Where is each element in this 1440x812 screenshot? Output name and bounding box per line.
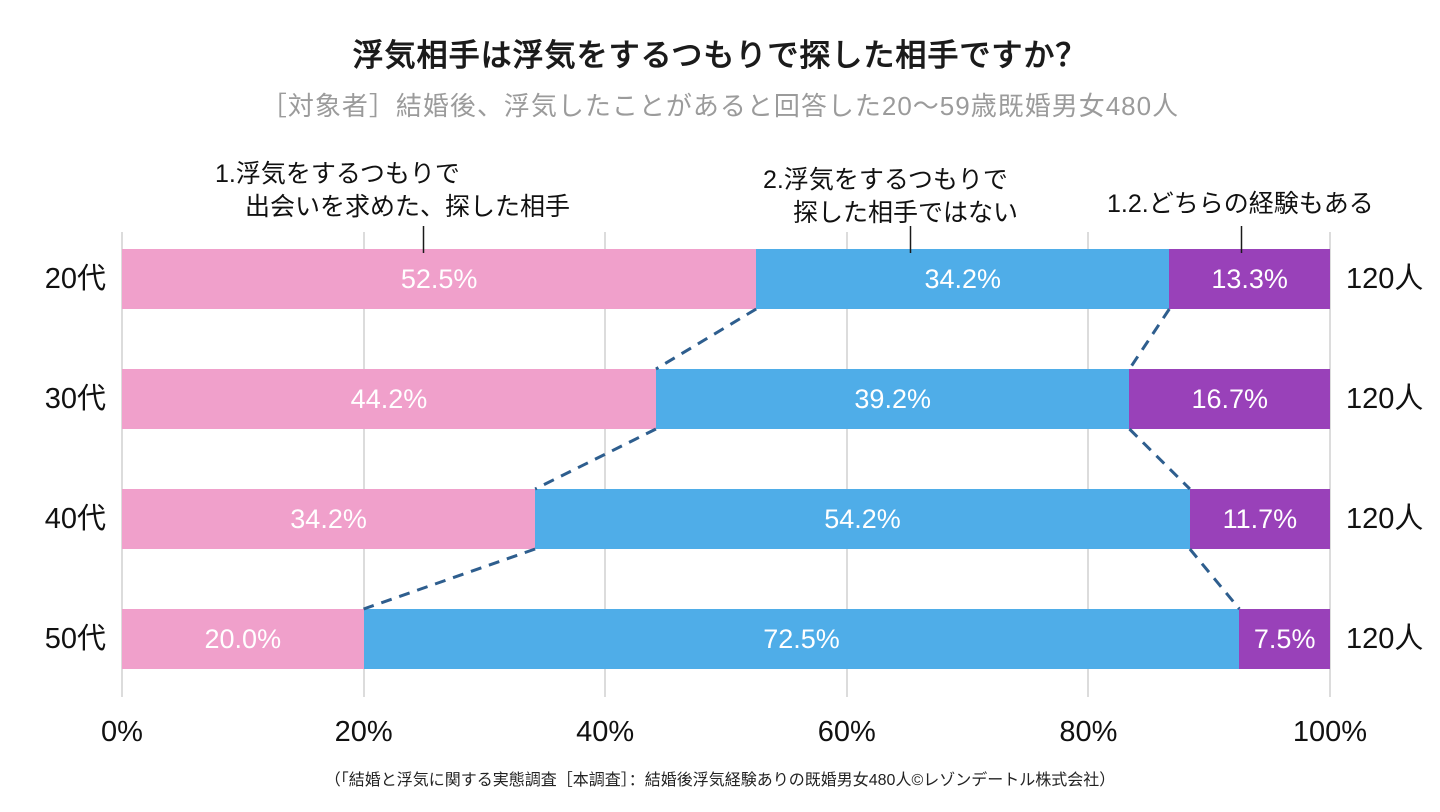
- gridline: [362, 232, 365, 697]
- dashed-connector: [1128, 427, 1191, 491]
- bar-segment: 39.2%: [655, 369, 1130, 429]
- chart-title: 浮気相手は浮気をするつもりで探した相手ですか？: [352, 38, 1088, 73]
- bar-segment: 44.2%: [122, 369, 656, 429]
- bar-value-label: 20.0%: [204, 623, 282, 654]
- gridline: [1329, 232, 1331, 697]
- row-total-label: 120人: [1346, 623, 1424, 655]
- row-total-label: 120人: [1346, 383, 1424, 415]
- bar-value-label: 34.2%: [924, 263, 1002, 294]
- row-label: 20代: [44, 263, 106, 295]
- legend-item-3-line-1: 1.2.どちらの経験もある: [1107, 190, 1374, 218]
- legend-item-1-line-1: 1.浮気をするつもりで: [215, 160, 460, 188]
- bar-value-label: 16.7%: [1191, 383, 1268, 414]
- bar-value-label: 39.2%: [854, 383, 931, 414]
- legend-item-2-line-2: 探した相手ではない: [793, 199, 1019, 227]
- bar-value-label: 54.2%: [824, 503, 901, 534]
- dashed-connector: [1188, 548, 1241, 610]
- dashed-connector: [1128, 308, 1171, 370]
- bar-segment: 52.5%: [122, 249, 757, 309]
- bar-value-label: 52.5%: [400, 263, 478, 294]
- gridline: [121, 232, 123, 697]
- bar-segment: 7.5%: [1239, 609, 1330, 669]
- bar-segment: 54.2%: [535, 489, 1190, 549]
- row-total-label: 120人: [1346, 503, 1424, 535]
- chart-subtitle: ［対象者］結婚後、浮気したことがあると回答した20〜59歳既婚男女480人: [260, 91, 1180, 121]
- bar-value-label: 7.5%: [1253, 623, 1316, 654]
- source-note: （「結婚と浮気に関する実態調査［本調査］：結婚後浮気経験ありの既婚男女480人©…: [324, 772, 1116, 789]
- bar-value-label: 72.5%: [763, 623, 840, 654]
- row-label: 50代: [44, 623, 106, 655]
- row-label: 40代: [44, 503, 106, 535]
- dashed-connector: [534, 427, 657, 491]
- legend-item-1-line-2: 出会いを求めた、探した相手: [245, 193, 571, 221]
- x-axis-tick-label: 60%: [817, 716, 876, 748]
- x-axis-tick-label: 80%: [1059, 716, 1118, 748]
- dashed-connector: [363, 547, 536, 611]
- bar-segment: 11.7%: [1189, 489, 1330, 549]
- bar-value-label: 13.3%: [1211, 263, 1288, 294]
- bar-value-label: 44.2%: [350, 383, 428, 414]
- x-axis-tick-label: 0%: [101, 716, 143, 748]
- bar-segment: 16.7%: [1129, 369, 1330, 429]
- x-axis-tick-label: 100%: [1292, 716, 1368, 748]
- legend-item-3: 1.2.どちらの経験もある: [1107, 188, 1374, 221]
- legend-item-2: 2.浮気をするつもりで 探した相手ではない: [763, 164, 1018, 230]
- row-label: 30代: [44, 383, 106, 415]
- dashed-connector: [655, 307, 757, 371]
- row-total-label: 120人: [1346, 263, 1424, 295]
- legend-item-1: 1.浮気をするつもりで 出会いを求めた、探した相手: [215, 158, 570, 224]
- bar-segment: 20.0%: [122, 609, 364, 669]
- bar-value-label: 11.7%: [1222, 503, 1298, 534]
- x-axis-tick-label: 20%: [334, 716, 393, 748]
- bar-segment: 72.5%: [363, 609, 1240, 669]
- bar-segment: 34.2%: [122, 489, 536, 549]
- gridline: [845, 232, 848, 697]
- x-axis-tick-label: 40%: [576, 716, 635, 748]
- legend-item-2-line-1: 2.浮気をするつもりで: [763, 166, 1008, 194]
- gridline: [1087, 232, 1090, 697]
- bar-value-label: 34.2%: [290, 503, 367, 534]
- bar-segment: 13.3%: [1169, 249, 1330, 309]
- bar-segment: 34.2%: [756, 249, 1170, 309]
